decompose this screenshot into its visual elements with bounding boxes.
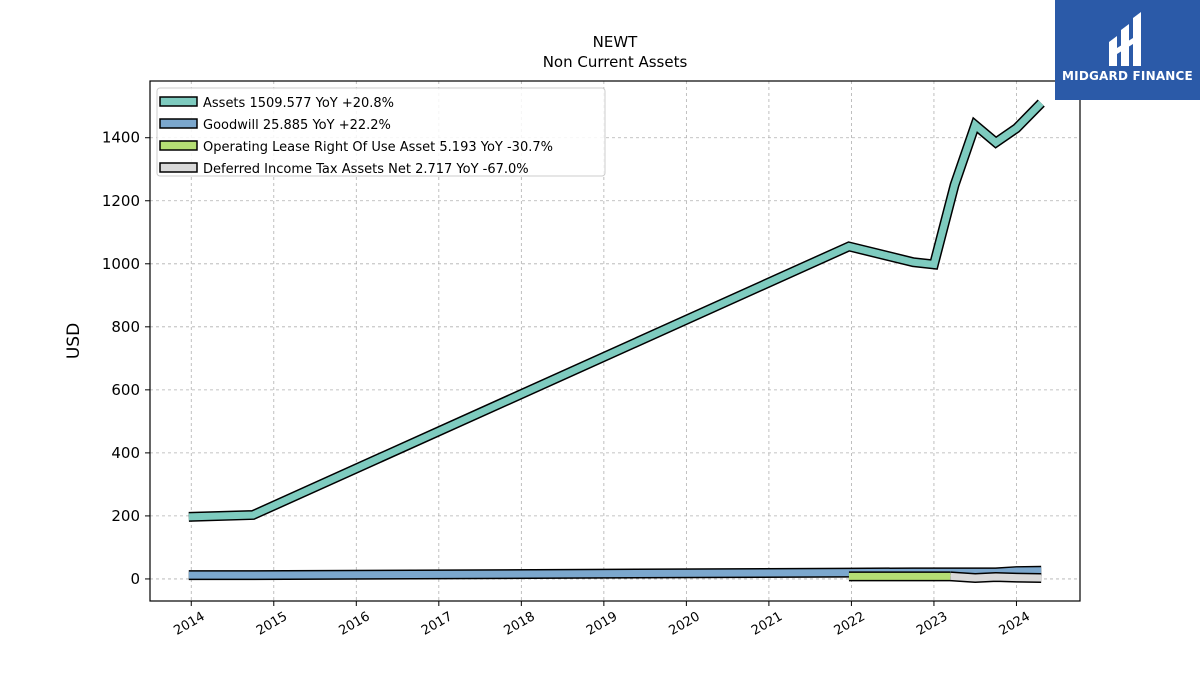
y-tick-label: 600 (111, 381, 140, 399)
y-tick-label: 200 (111, 507, 140, 525)
brand-logo: MIDGARD FINANCE (1055, 0, 1200, 100)
series-assets (188, 99, 1045, 522)
axes-frame (149, 80, 1081, 602)
legend-label: Deferred Income Tax Assets Net 2.717 YoY… (203, 162, 529, 177)
legend-label: Assets 1509.577 YoY +20.8% (203, 96, 394, 111)
series-line (950, 572, 1042, 582)
y-tick-label: 400 (111, 444, 140, 462)
x-tick-label: 2024 (997, 609, 1033, 639)
y-tick-label: 800 (111, 318, 140, 336)
series-deferred-tax (950, 571, 1042, 584)
series-layer (188, 99, 1045, 584)
legend: Assets 1509.577 YoY +20.8% Goodwill 25.88… (156, 87, 606, 177)
x-tick-label: 2021 (749, 609, 785, 639)
y-tick-label: 0 (130, 570, 140, 588)
legend-swatch (159, 118, 198, 129)
legend-label: Goodwill 25.885 YoY +22.2% (203, 118, 391, 133)
x-tick-label: 2023 (914, 609, 950, 639)
chart-subtitle: Non Current Assets (543, 53, 688, 71)
tick-layer: 0 200 400 600 800 1000 1200 1400 2014 2015 2016 201… (102, 129, 1033, 639)
x-tick-label: 2019 (584, 609, 620, 639)
x-tick-label: 2014 (171, 609, 207, 639)
series-line (188, 100, 1044, 521)
y-axis-label: USD (64, 323, 84, 359)
x-tick-label: 2018 (502, 609, 538, 639)
x-tick-label: 2022 (832, 609, 868, 639)
legend-swatch (159, 96, 198, 107)
x-tick-label: 2020 (667, 609, 703, 639)
grid-lines (150, 81, 1080, 601)
x-tick-label: 2016 (336, 609, 372, 639)
legend-label: Operating Lease Right Of Use Asset 5.193… (203, 140, 553, 155)
y-tick-label: 1200 (102, 192, 140, 210)
y-tick-label: 1000 (102, 255, 140, 273)
x-tick-label: 2017 (419, 609, 455, 639)
logo-mark-icon (1109, 12, 1141, 66)
x-tick-label: 2015 (254, 609, 290, 639)
y-tick-label: 1400 (102, 129, 140, 147)
legend-swatch (159, 162, 198, 173)
chart-title: NEWT (593, 33, 639, 51)
legend-swatch (159, 140, 198, 151)
logo-text: MIDGARD FINANCE (1062, 69, 1193, 83)
legend-box (156, 87, 606, 177)
